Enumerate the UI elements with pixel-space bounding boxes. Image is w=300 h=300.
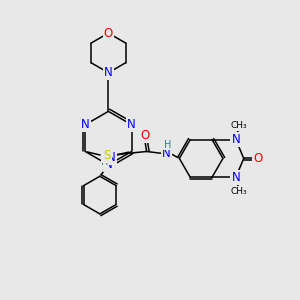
Text: N: N xyxy=(104,158,113,171)
Text: N: N xyxy=(107,151,116,164)
Text: O: O xyxy=(253,152,262,165)
Text: CH₃: CH₃ xyxy=(230,187,247,196)
Text: N: N xyxy=(127,118,136,131)
Text: O: O xyxy=(104,27,113,40)
Text: H: H xyxy=(164,140,171,150)
Text: N: N xyxy=(162,147,171,160)
Text: N: N xyxy=(104,66,113,79)
Text: O: O xyxy=(140,129,149,142)
Text: H: H xyxy=(101,158,109,167)
Text: S: S xyxy=(103,149,111,162)
Text: N: N xyxy=(231,133,240,146)
Text: N: N xyxy=(231,171,240,184)
Text: CH₃: CH₃ xyxy=(230,121,247,130)
Text: N: N xyxy=(81,118,90,131)
